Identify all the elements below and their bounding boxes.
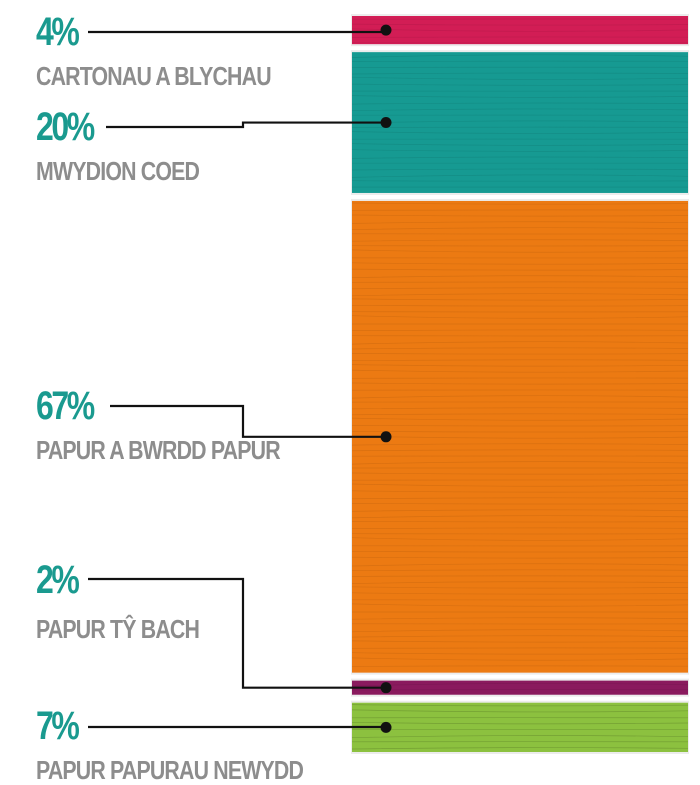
leader-dot-4 [380, 682, 392, 694]
stack-band-fill-5 [352, 702, 688, 752]
leader-line-3 [110, 404, 386, 438]
label-category-papur-ty-bach: PAPUR TŶ BACH [36, 614, 200, 644]
stack-band-fill-4 [352, 680, 688, 695]
stack-band-3 [351, 198, 689, 675]
leader-dot-5 [380, 721, 392, 733]
label-category-papurau-newydd: PAPUR PAPURAU NEWYDD [36, 755, 304, 785]
leader-line-4 [88, 577, 386, 689]
stack-band-2 [351, 50, 689, 195]
label-percent-mwydion: 20% [36, 105, 95, 149]
leader-dot-2 [380, 117, 392, 129]
label-category-cartonau: CARTONAU A BLYCHAU [36, 61, 272, 91]
stack-band-1 [351, 14, 689, 47]
label-percent-papur-bwrdd: 67% [36, 384, 95, 428]
label-category-mwydion: MWYDION COED [36, 156, 200, 186]
stack-band-4 [351, 678, 689, 697]
stack-band-5 [351, 700, 689, 754]
leader-dot-3 [380, 431, 392, 443]
label-percent-cartonau: 4% [36, 10, 80, 54]
label-percent-papur-ty-bach: 2% [36, 558, 80, 602]
label-category-papur-bwrdd: PAPUR A BWRDD PAPUR [36, 435, 281, 465]
leader-line-2 [106, 121, 386, 129]
label-percent-papurau-newydd: 7% [36, 704, 80, 748]
leader-dot-1 [380, 24, 392, 36]
